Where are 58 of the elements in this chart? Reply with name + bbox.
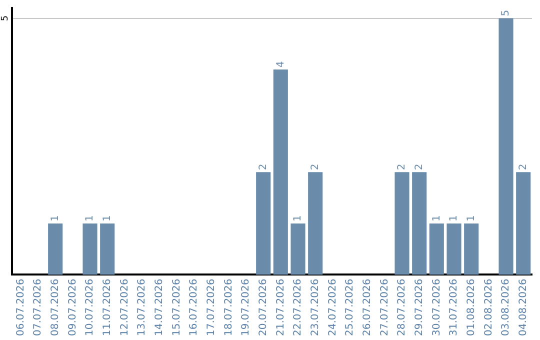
data-label: 1 [466, 215, 477, 222]
bar [446, 223, 462, 275]
x-tick-label: 04.08.2026 [518, 278, 529, 336]
data-label: 2 [518, 164, 529, 170]
x-tick-label: 25.07.2026 [344, 278, 356, 336]
x-tick-label: 21.07.2026 [275, 278, 286, 336]
x-tick-label: 08.07.2026 [50, 278, 61, 336]
bar [82, 223, 98, 275]
bar [273, 70, 288, 275]
x-tick-label: 12.07.2026 [119, 278, 130, 336]
x-tick-label: 09.07.2026 [67, 278, 78, 336]
x-tick-label: 15.07.2026 [171, 278, 182, 336]
data-label: 2 [396, 164, 408, 170]
data-label: 2 [310, 164, 321, 170]
x-tick-label: 11.07.2026 [102, 278, 113, 336]
x-tick-label: 23.07.2026 [310, 278, 321, 336]
bar [100, 223, 115, 275]
x-tick-label: 22.07.2026 [292, 278, 304, 336]
data-label: 1 [431, 215, 442, 222]
x-tick-label: 02.08.2026 [483, 278, 494, 336]
x-tick-label: 17.07.2026 [206, 278, 217, 336]
bar [308, 172, 323, 275]
x-tick-label: 13.07.2026 [136, 278, 148, 336]
bar [394, 172, 410, 275]
bar [290, 223, 306, 275]
data-label: 2 [258, 164, 269, 170]
data-label: 1 [50, 215, 61, 222]
data-label: 5 [500, 10, 512, 16]
x-tick-label: 19.07.2026 [240, 278, 252, 336]
data-label: 1 [102, 215, 113, 222]
bar [256, 172, 271, 275]
data-label: 4 [275, 61, 286, 68]
bar [516, 172, 531, 275]
x-tick-label: 06.07.2026 [15, 278, 26, 336]
bar [498, 18, 514, 275]
x-tick-label: 31.07.2026 [448, 278, 460, 336]
x-tick-label: 29.07.2026 [414, 278, 425, 336]
bar [412, 172, 427, 275]
data-label: 1 [448, 215, 460, 222]
x-tick-label: 07.07.2026 [32, 278, 44, 336]
x-tick-label: 28.07.2026 [396, 278, 408, 336]
x-tick-label: 03.08.2026 [500, 278, 512, 336]
x-tick-label: 10.07.2026 [84, 278, 96, 336]
x-tick-label: 26.07.2026 [362, 278, 373, 336]
bar [48, 223, 63, 275]
x-tick-label: 16.07.2026 [188, 278, 200, 336]
x-tick-label: 27.07.2026 [379, 278, 390, 336]
x-tick-label: 18.07.2026 [223, 278, 234, 336]
bar [429, 223, 444, 275]
data-label: 2 [414, 164, 425, 170]
data-label: 1 [292, 215, 304, 222]
x-tick-label: 01.08.2026 [466, 278, 477, 336]
bar [464, 223, 479, 275]
data-label: 1 [84, 215, 96, 222]
x-tick-label: 30.07.2026 [431, 278, 442, 336]
x-tick-label: 20.07.2026 [258, 278, 269, 336]
x-tick-label: 14.07.2026 [154, 278, 165, 336]
x-tick-label: 24.07.2026 [327, 278, 338, 336]
